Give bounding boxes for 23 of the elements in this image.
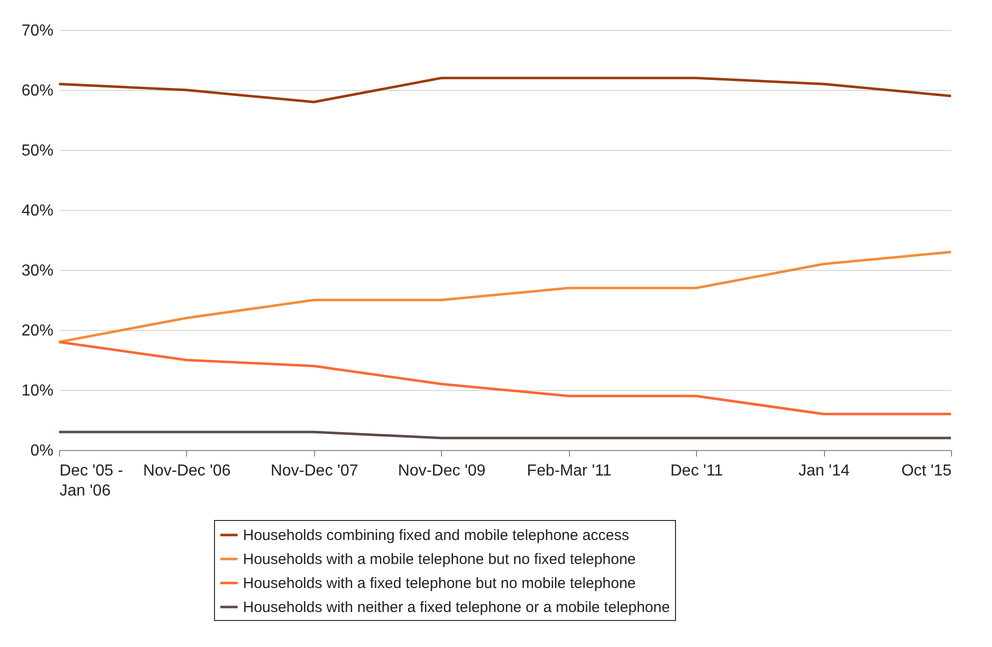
x-tick-label: Nov-Dec '07 xyxy=(270,462,358,480)
y-tick-label: 10% xyxy=(21,382,54,400)
line-series xyxy=(58,250,952,344)
y-tick-label: 40% xyxy=(21,202,54,220)
x-tick-label: Dec '11 xyxy=(670,462,724,480)
y-tick-label: 30% xyxy=(21,262,54,280)
legend-label: Households with neither a fixed telephone or a mobile telephone xyxy=(243,599,670,616)
x-tick-label: Nov-Dec '09 xyxy=(398,462,486,480)
x-tick-label: Jan '14 xyxy=(798,462,850,480)
x-tick-label: Oct '15 xyxy=(901,462,952,480)
y-tick-label: 0% xyxy=(30,442,54,460)
legend-label: Households combining fixed and mobile telephone access xyxy=(243,527,630,544)
line-series xyxy=(58,340,952,416)
y-tick-label: 50% xyxy=(21,142,54,160)
legend-label: Households with a mobile telephone but no fixed telephone xyxy=(243,551,636,568)
line-series xyxy=(58,76,952,104)
x-tick-label: Dec '05 - Jan '06 xyxy=(60,462,124,500)
y-tick-label: 70% xyxy=(21,22,54,40)
x-tick-label: Feb-Mar '11 xyxy=(526,462,612,480)
x-tick-label: Nov-Dec '06 xyxy=(143,462,231,480)
y-tick-label: 60% xyxy=(21,82,54,100)
y-tick-label: 20% xyxy=(21,322,54,340)
legend-label: Households with a fixed telephone but no mobile telephone xyxy=(243,575,636,592)
